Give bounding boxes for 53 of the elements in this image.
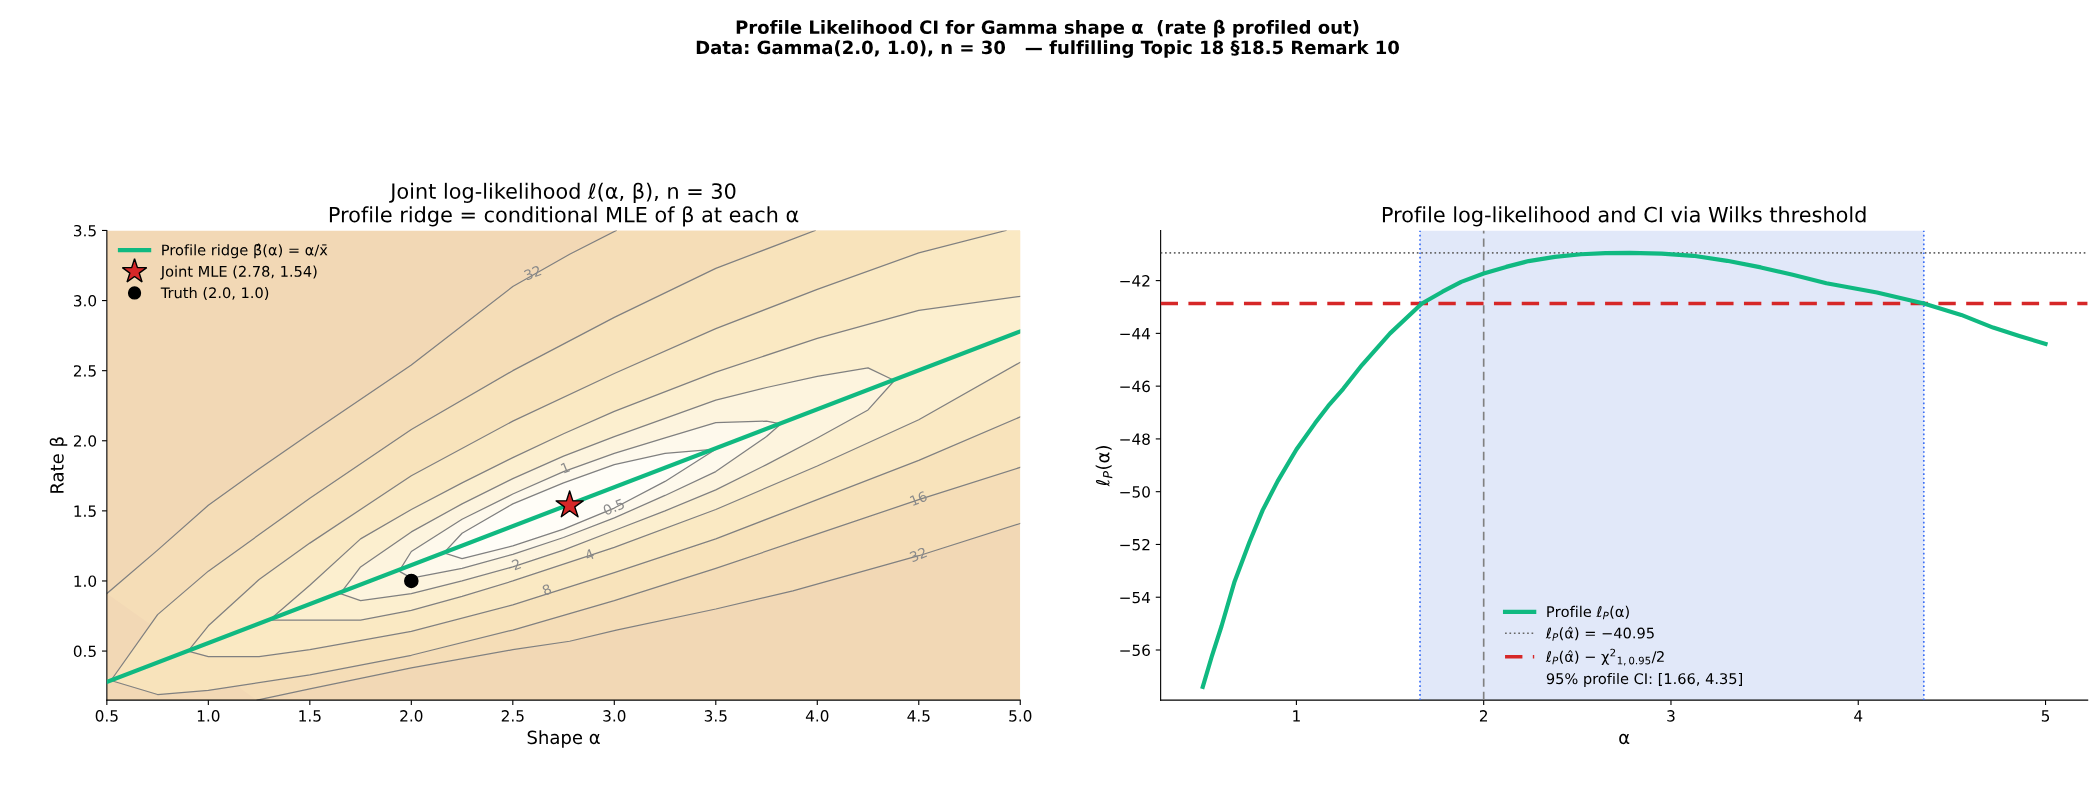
x-tick-label: 3	[1667, 710, 1675, 722]
y-tick-label: 3.5	[73, 224, 96, 237]
x-tick-label: 4	[1854, 710, 1863, 722]
x-tick-label: 3.0	[603, 710, 626, 722]
x-axis-title: Shape α	[527, 730, 600, 748]
legend-label: ℓ$_{P}$(α̂) = −40.95	[1545, 626, 1654, 641]
x-tick-label: 5.0	[1009, 710, 1032, 722]
annotation: 2	[511, 558, 522, 571]
annotation: 0.5	[602, 498, 625, 516]
x-tick-label: 1	[1293, 710, 1300, 722]
y-tick-label: −42	[1120, 275, 1150, 287]
y-tick-label: 1.0	[74, 575, 97, 587]
x-tick-label: 5	[2041, 710, 2050, 722]
x-axis-title: α	[1619, 733, 1630, 745]
annotation: 32	[523, 265, 542, 281]
x-tick-label: 3.5	[704, 710, 727, 722]
x-tick-label: 2.5	[501, 710, 524, 722]
y-axis-title: ℓ$_{P}$(α)	[1095, 446, 1113, 487]
x-tick-label: 0.5	[95, 710, 118, 722]
y-tick-label: −56	[1120, 644, 1150, 657]
x-tick-label: 2.0	[400, 710, 423, 722]
text: Profile Likelihood CI for Gamma shape α (rate β profiled out) Data: Gamma(2.0, 1.0), n = 30 — fulfilling Topic 18 §18.5 Remark 10	[696, 19, 1399, 58]
x-tick-label: 2	[1479, 710, 1488, 722]
y-tick-label: 1.5	[74, 505, 96, 517]
chart-title: Joint log-likelihood ℓ(α, β), n = 30 Profile ridge = conditional MLE of β at each α	[329, 182, 799, 227]
y-tick-label: −54	[1120, 591, 1151, 604]
legend-label: ℓ$_{P}$(α̂) − χ$^{2}$$_{1,0.95}$/2	[1545, 648, 1664, 666]
y-tick-label: −50	[1120, 486, 1150, 498]
x-tick-label: 1.0	[197, 710, 220, 722]
annotation: 4	[584, 548, 595, 561]
y-tick-label: 0.5	[73, 645, 96, 658]
y-tick-label: −52	[1120, 538, 1150, 551]
band-label: 95% profile CI: [1.66, 4.35]	[1546, 672, 1742, 687]
y-tick-label: 2.5	[73, 365, 96, 377]
y-tick-label: 2.0	[73, 435, 97, 447]
annotation: 32	[909, 546, 928, 563]
y-tick-label: −48	[1120, 433, 1150, 445]
x-tick-label: 4.0	[805, 710, 829, 722]
legend-label: Truth (2.0, 1.0)	[160, 286, 269, 300]
annotation: 8	[541, 583, 553, 596]
annotation: 1	[560, 461, 570, 474]
chart-title: Profile log-likelihood and CI via Wilks threshold	[1382, 206, 1866, 227]
legend-label: Profile ℓ$_{P}$(α)	[1547, 605, 1629, 620]
y-axis-title: Rate β	[49, 437, 68, 493]
legend-label: Profile ridge β̂(α) = α/x̄	[162, 243, 328, 259]
y-tick-label: 3.0	[73, 295, 97, 307]
y-tick-label: −44	[1120, 328, 1151, 340]
annotation: 16	[909, 490, 928, 507]
legend-label: Joint MLE (2.78, 1.54)	[160, 265, 317, 280]
x-tick-label: 1.5	[299, 710, 321, 722]
line-series	[1200, 250, 2048, 690]
x-tick-label: 4.5	[907, 710, 930, 722]
y-tick-label: −46	[1120, 380, 1150, 393]
